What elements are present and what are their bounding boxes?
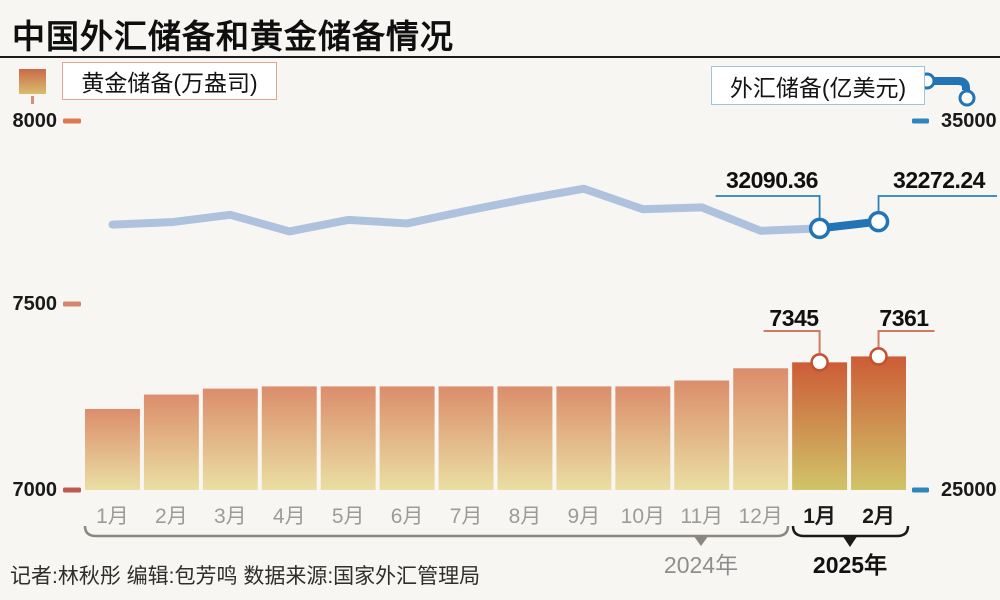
- month-label: 10月: [621, 505, 665, 528]
- gold-bar: [851, 356, 906, 490]
- gold-callout-line-jan: [763, 330, 821, 355]
- forex-legend: 外汇储备(亿美元): [711, 66, 925, 105]
- forex-callout-line-feb: [877, 195, 997, 213]
- left-axis-tick-7000: 7000: [12, 479, 58, 501]
- brace-2025-pointer: [842, 535, 858, 547]
- gold-value-label-feb2025: 7361: [879, 305, 929, 331]
- month-label: 8月: [509, 505, 542, 528]
- right-tick-dash: [912, 118, 929, 124]
- left-axis-tick-7500: 7500: [12, 293, 58, 315]
- month-label: 1月: [96, 505, 129, 528]
- forex-value-label-feb2025: 32272.24: [893, 167, 985, 193]
- gold-bar: [379, 386, 435, 490]
- month-label: 2月: [155, 505, 188, 528]
- left-tick-dash: [63, 487, 81, 493]
- title-divider: [0, 56, 1000, 58]
- page-title: 中国外汇储备和黄金储备情况: [12, 18, 454, 55]
- gold-bar: [202, 388, 258, 490]
- credits: 记者:林秋彤 编辑:包芳鸣 数据来源:国家外汇管理局: [10, 565, 481, 588]
- month-label: 4月: [273, 505, 306, 528]
- forex-point-marker: [808, 217, 831, 240]
- gold-bar: [792, 362, 848, 490]
- gold-legend-leader-line: [31, 96, 34, 104]
- brace-2024: [83, 525, 790, 538]
- year-label-2024: 2024年: [663, 552, 739, 578]
- month-label: 7月: [450, 505, 483, 528]
- gold-bar: [615, 386, 671, 490]
- year-label-2025: 2025年: [812, 552, 888, 578]
- right-axis-tick-25000: 25000: [941, 479, 997, 501]
- month-label: 12月: [738, 505, 782, 528]
- gold-bar: [733, 368, 789, 490]
- gold-bar: [674, 380, 730, 490]
- gold-bar: [497, 386, 553, 490]
- gold-legend: 黄金储备(万盎司): [62, 62, 277, 100]
- month-label: 3月: [214, 505, 247, 528]
- right-axis-tick-35000: 35000: [941, 110, 997, 132]
- gold-bar: [438, 386, 494, 490]
- month-label: 2月: [862, 505, 895, 528]
- forex-value-label-jan2025: 32090.36: [726, 167, 818, 193]
- gold-legend-swatch-icon: [19, 69, 46, 94]
- right-tick-dash: [912, 487, 929, 493]
- gold-point-marker: [869, 347, 888, 366]
- forex-line-2024: [108, 184, 824, 236]
- gold-bar: [261, 386, 317, 490]
- gold-value-label-jan2025: 7345: [769, 305, 819, 331]
- left-tick-dash: [63, 301, 81, 307]
- gold-bar: [320, 386, 376, 490]
- month-label: 5月: [332, 505, 365, 528]
- forex-legend-label: 外汇储备(亿美元): [729, 74, 907, 101]
- month-label: 9月: [568, 505, 601, 528]
- gold-callout-line-feb: [877, 330, 935, 349]
- forex-legend-line-icon: [934, 77, 970, 90]
- gold-bar: [143, 394, 199, 490]
- gold-bar: [85, 408, 140, 490]
- gold-bar: [556, 386, 612, 490]
- brace-2024-pointer: [693, 535, 709, 546]
- forex-callout-line-jan: [715, 195, 821, 220]
- month-label: 11月: [680, 505, 723, 528]
- left-axis-tick-8000: 8000: [12, 110, 58, 132]
- month-label: 1月: [803, 505, 836, 528]
- gold-point-marker: [810, 353, 829, 372]
- gold-legend-label: 黄金储备(万盎司): [81, 70, 258, 96]
- month-label: 6月: [391, 505, 424, 528]
- forex-legend-marker-icon: [958, 89, 976, 107]
- forex-point-marker: [867, 210, 890, 233]
- left-tick-dash: [63, 118, 81, 124]
